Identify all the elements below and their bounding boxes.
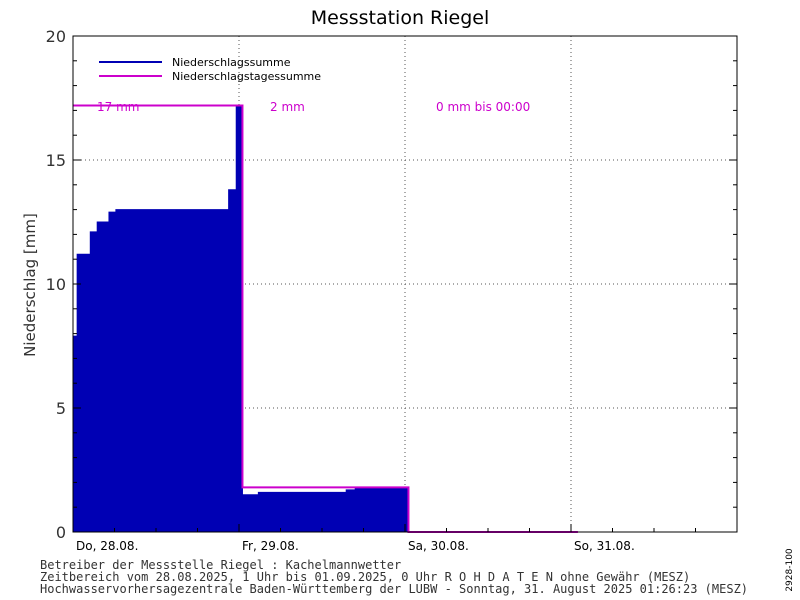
series-layer: [72, 104, 578, 533]
x-tick-label: Sa, 30.08.: [408, 539, 469, 553]
daily-total-labels: 17 mm 2 mm 0 mm bis 00:00: [97, 100, 530, 114]
daily-total-label-2: 2 mm: [270, 100, 305, 114]
x-tick-label: Fr, 29.08.: [242, 539, 299, 553]
x-tick-label: So, 31.08.: [574, 539, 635, 553]
y-tick-label: 20: [46, 27, 66, 46]
y-tick-label: 5: [56, 399, 66, 418]
chart-title: Messstation Riegel: [311, 7, 490, 29]
legend: Niederschlagssumme Niederschlagstagessum…: [99, 56, 321, 83]
daily-total-label-3: 0 mm bis 00:00: [436, 100, 530, 114]
daily-total-label-1: 17 mm: [97, 100, 139, 114]
footer-agency: Hochwasservorhersagezentrale Baden-Württ…: [40, 582, 748, 596]
x-tick-label: Do, 28.08.: [76, 539, 138, 553]
footer-timerange: Zeitbereich vom 28.08.2025, 1 Uhr bis 01…: [40, 570, 690, 584]
footer: Betreiber der Messstelle Riegel : Kachel…: [40, 558, 748, 596]
y-tick-label: 0: [56, 523, 66, 542]
y-axis-label: Niederschlag [mm]: [21, 213, 39, 357]
chart-id-label: 2928-100: [785, 548, 795, 592]
axis-ticks: 0 5 10 15 20 Do, 28.08. Fr, 29.08. Sa, 30.08. So…: [46, 27, 738, 553]
y-tick-label: 10: [46, 275, 66, 294]
legend-label-daily: Niederschlagstagessumme: [172, 70, 321, 83]
legend-label-cumulative: Niederschlagssumme: [172, 56, 291, 69]
footer-operator: Betreiber der Messstelle Riegel : Kachel…: [40, 558, 401, 572]
y-tick-label: 15: [46, 151, 66, 170]
cumulative-precipitation-area: [72, 104, 409, 533]
